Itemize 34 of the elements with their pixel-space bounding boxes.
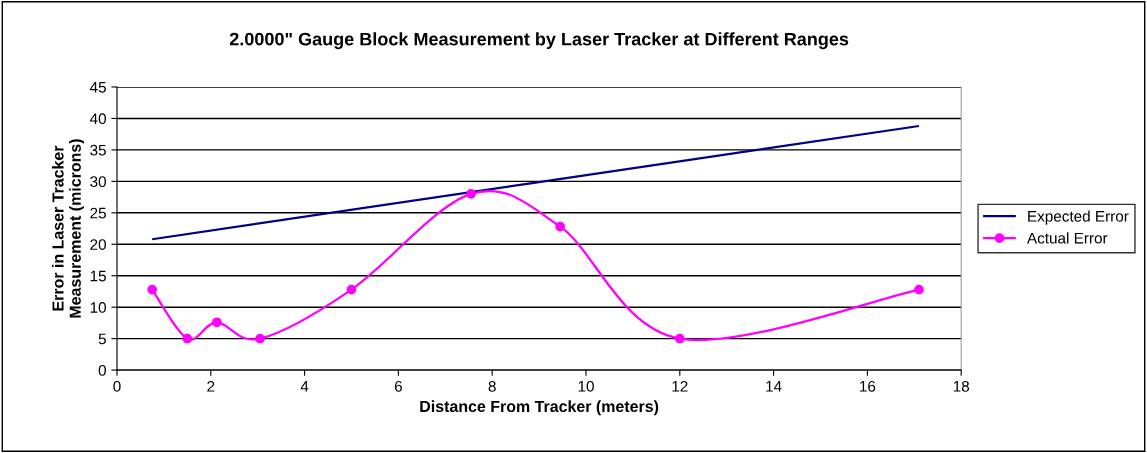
y-tick-label: 30 (90, 176, 106, 188)
y-tick-label: 15 (90, 270, 106, 282)
point (182, 333, 193, 344)
x-tick-label: 0 (113, 380, 121, 392)
y-tick-label: 5 (98, 333, 106, 345)
point (914, 284, 924, 295)
point (255, 333, 265, 344)
x-tick-label: 4 (300, 381, 309, 392)
y-tick-label: 10 (90, 302, 106, 313)
x-tick-label: 12 (672, 380, 688, 392)
x-tick-label: 18 (953, 380, 970, 392)
point (346, 284, 357, 295)
point (555, 221, 566, 232)
y-tick-label: 40 (89, 113, 106, 125)
legend-label: Expected Error (1028, 210, 1129, 225)
point (147, 284, 158, 295)
point (212, 317, 222, 328)
x-tick-label: 2 (207, 380, 215, 392)
x-axis-title: Distance From Tracker (meters) (420, 400, 659, 416)
x-tick-label: 8 (488, 380, 496, 392)
y-tick-label: 0 (98, 364, 106, 376)
point (466, 189, 476, 199)
y-tick-label: 45 (89, 82, 106, 93)
y-tick-label: 35 (90, 144, 106, 156)
y-tick-label: 25 (90, 207, 106, 219)
y-tick-label: 20 (90, 239, 106, 250)
x-tick-label: 14 (766, 381, 782, 392)
chart-title: 2.0000" Gauge Block Measurement by Laser Tracker at Different Ranges (229, 32, 849, 50)
x-tick-label: 10 (578, 380, 594, 392)
point (674, 333, 685, 344)
legend-label: Actual Error (1026, 232, 1108, 244)
y-axis-title: Error in Laser Tracker Measurement (microns) (51, 139, 85, 318)
x-tick-label: 16 (860, 380, 876, 392)
x-tick-label: 6 (394, 380, 402, 392)
